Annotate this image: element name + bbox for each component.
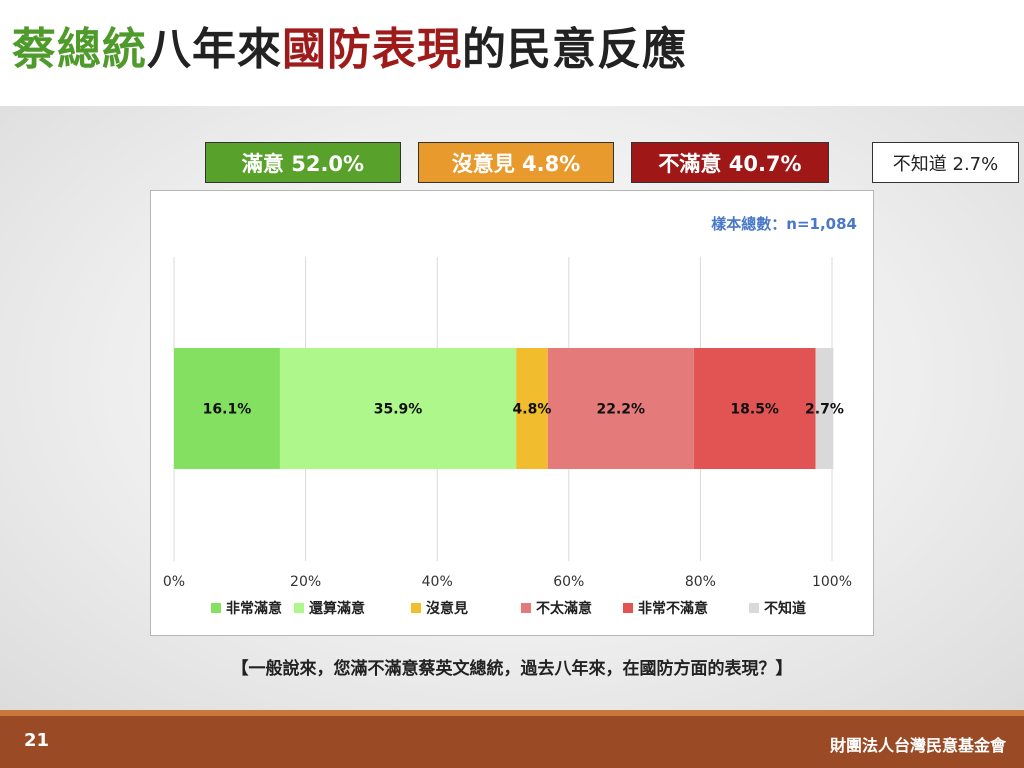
legend-swatch — [749, 603, 759, 613]
x-tick-label: 80% — [685, 574, 716, 590]
title-part-suffix: 的民意反應 — [462, 24, 687, 75]
bar-segment — [815, 348, 834, 469]
legend-label: 不知道 — [764, 600, 806, 617]
sample-size-note: 樣本總數：n=1,084 — [711, 215, 857, 233]
title-part-topic: 國防表現 — [282, 24, 462, 75]
legend-label: 非常滿意 — [226, 600, 282, 617]
x-axis-ticks: 0% 20% 40% 60% 80% 100% — [163, 574, 852, 590]
legend: 非常滿意 還算滿意 沒意見 不太滿意 非常不滿意 不知道 — [211, 600, 806, 617]
data-label: 35.9% — [374, 402, 423, 418]
x-tick-label: 100% — [812, 574, 852, 590]
title-part-subject: 蔡總統 — [12, 24, 147, 75]
bar-segment — [693, 348, 816, 469]
legend-swatch — [521, 603, 531, 613]
survey-question: 【一般說來，您滿不滿意蔡英文總統，過去八年來，在國防方面的表現？】 — [231, 659, 793, 679]
chart-panel: 樣本總數：n=1,084 16.1% 35.9% 4.8% 22.2% 18.5% 2.7… — [150, 190, 874, 636]
page-number: 21 — [24, 730, 50, 751]
x-tick-label: 60% — [553, 574, 584, 590]
x-tick-label: 0% — [163, 574, 185, 590]
footer: 21 財團法人台灣民意基金會 — [0, 716, 1024, 768]
bar-segment — [174, 348, 280, 469]
x-tick-label: 40% — [422, 574, 453, 590]
organization-name: 財團法人台灣民意基金會 — [829, 736, 1006, 755]
bar-segment — [279, 348, 517, 469]
bar-segment — [516, 348, 548, 469]
legend-swatch — [211, 603, 221, 613]
data-label: 2.7% — [805, 402, 844, 418]
summary-dissatisfied-box: 不滿意 40.7% — [631, 142, 829, 183]
summary-neutral-box: 沒意見 4.8% — [418, 142, 614, 183]
legend-label: 還算滿意 — [309, 600, 365, 617]
legend-swatch — [411, 603, 421, 613]
page-title: 蔡總統八年來國防表現的民意反應 — [12, 22, 687, 78]
title-bar: 蔡總統八年來國防表現的民意反應 — [0, 0, 1024, 106]
data-label-layer: 16.1% 35.9% 4.8% 22.2% 18.5% 2.7% — [203, 402, 844, 418]
bar-segment — [547, 348, 694, 469]
legend-swatch — [623, 603, 633, 613]
summary-dont-know-box: 不知道 2.7% — [872, 142, 1019, 183]
data-label: 4.8% — [513, 402, 552, 418]
data-label: 16.1% — [203, 402, 252, 418]
footer-stripe — [0, 710, 1024, 716]
legend-label: 不太滿意 — [536, 600, 592, 617]
x-tick-label: 20% — [290, 574, 321, 590]
summary-satisfied-box: 滿意 52.0% — [205, 142, 401, 183]
bar-layer — [174, 348, 834, 469]
title-part-period: 八年來 — [147, 24, 282, 75]
legend-label: 非常不滿意 — [638, 600, 708, 617]
data-label: 18.5% — [730, 402, 779, 418]
data-label: 22.2% — [596, 402, 645, 418]
stacked-bar-chart: 樣本總數：n=1,084 16.1% 35.9% 4.8% 22.2% 18.5% 2.7… — [163, 215, 857, 617]
legend-swatch — [294, 603, 304, 613]
legend-label: 沒意見 — [426, 600, 468, 617]
